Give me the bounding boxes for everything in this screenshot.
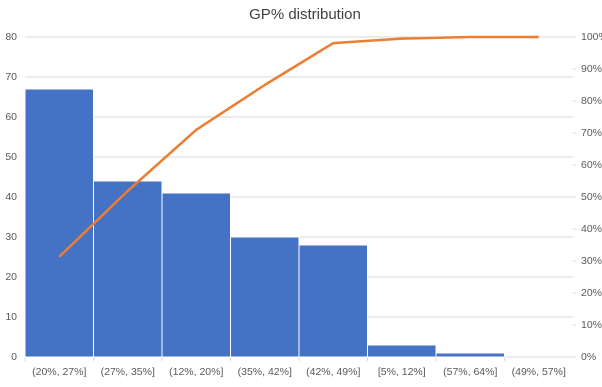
y2-tick-label: 90% xyxy=(581,63,602,75)
x-tick-label: [5%, 12%] xyxy=(378,366,426,378)
y-tick-label: 40 xyxy=(5,191,17,203)
y2-tick-label: 80% xyxy=(581,95,602,107)
y-tick-label: 50 xyxy=(5,151,17,163)
bar xyxy=(367,344,437,358)
x-tick-label: (42%, 49%] xyxy=(306,366,360,378)
x-tick-label: (20%, 27%] xyxy=(32,366,86,378)
y2-tick-label: 100% xyxy=(581,31,602,43)
y-tick-label: 80 xyxy=(5,31,17,43)
y2-tick-label: 0% xyxy=(581,351,596,363)
y-tick-label: 20 xyxy=(5,271,17,283)
y2-tick-label: 30% xyxy=(581,255,602,267)
y-tick-label: 0 xyxy=(11,351,17,363)
y-tick-label: 30 xyxy=(5,231,17,243)
y2-tick-label: 20% xyxy=(581,287,602,299)
x-tick-label: (12%, 20%] xyxy=(169,366,223,378)
x-tick-label: (49%, 57%] xyxy=(512,366,566,378)
x-tick-label: (35%, 42%] xyxy=(238,366,292,378)
cumulative-line xyxy=(58,35,539,258)
y-tick-label: 10 xyxy=(5,311,17,323)
y2-tick-label: 40% xyxy=(581,223,602,235)
bar xyxy=(93,180,163,358)
y2-tick-label: 60% xyxy=(581,159,602,171)
bar xyxy=(24,88,94,358)
y2-tick-label: 50% xyxy=(581,191,602,203)
bar xyxy=(161,192,231,358)
x-tick-label: (27%, 35%] xyxy=(101,366,155,378)
chart-title: GP% distribution xyxy=(249,6,361,23)
bar xyxy=(298,244,368,358)
y-tick-label: 60 xyxy=(5,111,17,123)
x-tick-label: (57%, 64%] xyxy=(443,366,497,378)
y2-tick-label: 10% xyxy=(581,319,602,331)
bar xyxy=(230,236,300,358)
y2-tick-label: 70% xyxy=(581,127,602,139)
bar xyxy=(435,352,505,358)
y-tick-label: 70 xyxy=(5,71,17,83)
